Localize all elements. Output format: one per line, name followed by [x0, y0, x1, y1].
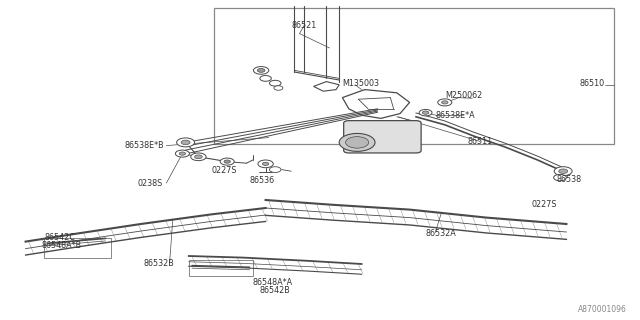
Text: M135003: M135003 — [342, 79, 380, 88]
Text: 86548A*B: 86548A*B — [42, 241, 82, 250]
Circle shape — [191, 153, 206, 161]
Bar — [214, 8, 614, 144]
Circle shape — [179, 152, 186, 155]
Text: 86532B: 86532B — [144, 259, 175, 268]
Circle shape — [260, 76, 271, 81]
Text: 86521: 86521 — [291, 21, 316, 30]
Circle shape — [220, 158, 234, 165]
Text: 86532A: 86532A — [426, 229, 456, 238]
Circle shape — [422, 111, 429, 114]
Text: 0238S: 0238S — [138, 179, 163, 188]
Text: A870001096: A870001096 — [579, 305, 627, 314]
Text: 86511: 86511 — [467, 137, 492, 146]
Circle shape — [224, 160, 230, 163]
Circle shape — [258, 160, 273, 168]
Text: 86510: 86510 — [579, 79, 604, 88]
Circle shape — [438, 99, 452, 106]
Circle shape — [269, 167, 281, 172]
Circle shape — [269, 80, 281, 86]
Circle shape — [262, 162, 269, 165]
Circle shape — [346, 137, 369, 148]
Circle shape — [554, 174, 566, 181]
Text: 86538: 86538 — [557, 175, 582, 184]
Circle shape — [274, 86, 283, 90]
Circle shape — [554, 167, 572, 176]
Circle shape — [257, 68, 265, 72]
FancyBboxPatch shape — [344, 121, 421, 153]
Bar — [44, 238, 111, 258]
Text: 86538E*B: 86538E*B — [125, 141, 164, 150]
Text: 86536: 86536 — [250, 176, 275, 185]
Circle shape — [195, 155, 202, 159]
Bar — [189, 260, 253, 276]
Circle shape — [253, 67, 269, 74]
Text: 86548A*A: 86548A*A — [253, 278, 293, 287]
Circle shape — [559, 169, 568, 173]
Text: 86538E*A: 86538E*A — [435, 111, 475, 120]
Text: 0227S: 0227S — [211, 166, 237, 175]
Circle shape — [177, 138, 195, 147]
Text: M250062: M250062 — [445, 92, 482, 100]
Text: 86542B: 86542B — [259, 286, 290, 295]
Circle shape — [419, 109, 432, 116]
Circle shape — [175, 150, 189, 157]
Circle shape — [442, 101, 448, 104]
Text: 86542C: 86542C — [45, 233, 76, 242]
Text: 0227S: 0227S — [531, 200, 557, 209]
Circle shape — [339, 133, 375, 151]
Circle shape — [181, 140, 190, 145]
